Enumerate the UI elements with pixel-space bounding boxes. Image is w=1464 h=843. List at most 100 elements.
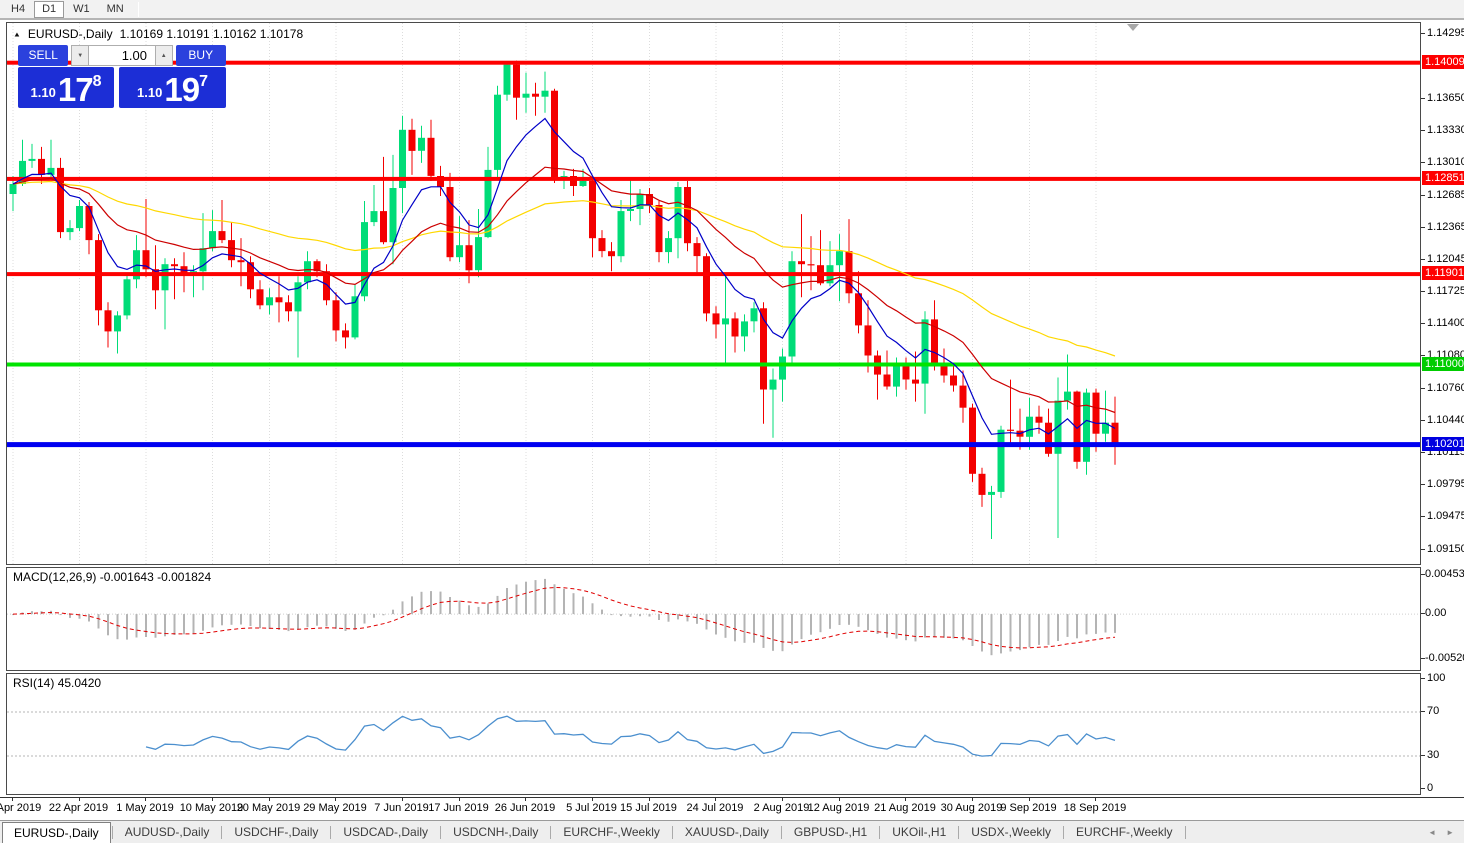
level-price-label: 1.10201 — [1422, 436, 1464, 451]
timeframe-button-mn[interactable]: MN — [106, 2, 124, 15]
date-tick-mark — [335, 798, 336, 801]
price-tick-mark — [1421, 194, 1425, 196]
sell-price-panel[interactable]: 1.10 17 8 — [18, 67, 114, 108]
date-tick-mark — [781, 798, 783, 801]
tab-scroll-right-icon[interactable]: ► — [1446, 827, 1454, 837]
price-tick-mark — [1421, 290, 1425, 292]
rsi-panel-chart[interactable] — [6, 673, 1421, 795]
chart-tab-usdcnh-daily[interactable]: USDCNH-,Daily — [453, 824, 539, 839]
one-click-collapse-icon[interactable]: ▲ — [13, 30, 21, 38]
date-tick-mark — [401, 798, 403, 801]
macd-tick-label: -0.005205 — [1425, 651, 1464, 664]
tab-separator — [780, 825, 782, 839]
spinner-down-icon: ▼ — [77, 52, 84, 59]
macd-tick-label: 0.00 — [1425, 607, 1447, 620]
tab-separator — [1063, 825, 1065, 839]
date-label: 18 Sep 2019 — [1063, 802, 1127, 814]
date-tick-mark — [268, 798, 270, 801]
price-tick-mark — [1421, 355, 1425, 357]
chart-tab-usdx-weekly[interactable]: USDX-,Weekly — [971, 824, 1052, 839]
price-tick-mark — [1421, 419, 1425, 421]
price-tick-label: 1.11725 — [1427, 284, 1464, 297]
rsi-tick-mark — [1421, 711, 1425, 712]
price-tick-label: 1.12045 — [1427, 252, 1464, 265]
timeframe-button-h4[interactable]: H4 — [11, 2, 26, 15]
date-tick-mark — [1095, 798, 1096, 801]
tab-scroll-left-icon[interactable]: ◄ — [1428, 827, 1437, 837]
timeframe-button-d1[interactable]: D1 — [34, 0, 65, 18]
sell-price-main: 17 — [57, 71, 94, 108]
date-tick-mark — [715, 798, 716, 801]
macd-panel-chart[interactable] — [6, 567, 1421, 671]
price-tick-label: 1.14295 — [1427, 27, 1464, 40]
tab-separator — [221, 825, 223, 839]
tab-separator — [330, 825, 332, 839]
chart-tab-usdchf-daily[interactable]: USDCHF-,Daily — [234, 824, 319, 839]
date-label: 24 Jul 2019 — [686, 802, 744, 814]
chart-shift-marker-icon[interactable] — [1127, 24, 1139, 31]
macd-tick-mark — [1421, 613, 1425, 615]
macd-label: MACD(12,26,9) -0.001643 -0.001824 — [13, 570, 212, 584]
sell-price-prefix: 1.10 — [30, 85, 56, 100]
chart-tab-ukoil-h1[interactable]: UKOil-,H1 — [892, 824, 947, 839]
date-label: 17 Jun 2019 — [428, 802, 489, 814]
chart-tab-bar: EURUSD-,Daily AUDUSD-,Daily USDCHF-,Daily U… — [0, 820, 1464, 843]
buy-button[interactable]: BUY — [175, 45, 226, 66]
price-tick-mark — [1421, 452, 1425, 454]
rsi-tick-label: 30 — [1427, 749, 1440, 761]
price-tick-label: 1.09475 — [1427, 510, 1464, 523]
tab-separator — [671, 825, 673, 839]
chart-tab-eurusd-daily[interactable]: EURUSD-,Daily — [2, 821, 111, 843]
date-label: 29 May 2019 — [303, 802, 367, 814]
rsi-tick-mark — [1421, 755, 1425, 756]
buy-price-panel[interactable]: 1.10 19 7 — [119, 67, 226, 108]
tab-separator — [1184, 825, 1186, 839]
macd-tick-mark — [1421, 574, 1425, 575]
chart-ohlc-values: 1.10169 1.10191 1.10162 1.10178 — [119, 27, 304, 41]
volume-decrease-button[interactable]: ▼ — [71, 45, 89, 66]
price-tick-label: 1.09795 — [1427, 478, 1464, 491]
price-tick-label: 1.13330 — [1427, 123, 1464, 136]
tab-separator — [550, 825, 552, 839]
date-tick-mark — [905, 798, 906, 801]
tab-scroll-controls: ◄ ► — [1428, 828, 1464, 837]
date-label: 5 Jul 2019 — [566, 802, 617, 814]
date-label: 10 May 2019 — [179, 802, 244, 814]
chart-tab-eurchf-weekly[interactable]: EURCHF-,Weekly — [563, 824, 660, 839]
sell-button[interactable]: SELL — [18, 45, 69, 66]
volume-input[interactable] — [89, 45, 155, 66]
date-tick-mark — [971, 798, 973, 801]
price-tick-label: 1.12685 — [1427, 188, 1464, 201]
volume-increase-button[interactable]: ▲ — [155, 45, 173, 66]
chart-tab-audusd-daily[interactable]: AUDUSD-,Daily — [124, 824, 210, 839]
rsi-line — [145, 715, 1116, 757]
price-tick-mark — [1421, 258, 1425, 260]
rsi-tick-label: 0 — [1427, 782, 1434, 794]
price-tick-mark — [1421, 129, 1425, 131]
tab-separator — [958, 825, 960, 839]
price-chart[interactable] — [6, 22, 1421, 565]
price-tick-label: 1.12365 — [1427, 220, 1464, 233]
date-tick-mark — [145, 798, 146, 801]
horizontal-levels-layer[interactable] — [7, 60, 1421, 448]
chart-tab-eurchf-weekly[interactable]: EURCHF-,Weekly — [1076, 824, 1173, 839]
price-tick-label: 1.09150 — [1427, 543, 1464, 556]
buy-price-pip: 7 — [199, 73, 208, 90]
chart-tab-xauusd-daily[interactable]: XAUUSD-,Daily — [684, 824, 769, 839]
tab-separator — [879, 825, 881, 839]
rsi-tick-mark — [1421, 678, 1425, 679]
buy-price-prefix: 1.10 — [137, 85, 163, 100]
date-tick-mark — [78, 798, 80, 801]
chart-tab-usdcad-daily[interactable]: USDCAD-,Daily — [343, 824, 429, 839]
date-label: 22 Apr 2019 — [48, 802, 109, 814]
price-tick-mark — [1421, 387, 1425, 389]
date-label: 1 May 2019 — [116, 802, 174, 814]
timeframe-button-w1[interactable]: W1 — [73, 2, 90, 15]
date-label: 20 May 2019 — [236, 802, 301, 814]
chart-tab-gbpusd-h1[interactable]: GBPUSD-,H1 — [793, 824, 868, 839]
one-click-trading-widget: SELL ▼ ▲ BUY 1.10 17 8 1.10 19 7 — [18, 45, 226, 108]
date-tick-mark — [591, 798, 593, 801]
price-tick-label: 1.13650 — [1427, 91, 1464, 104]
date-tick-mark — [458, 798, 460, 801]
